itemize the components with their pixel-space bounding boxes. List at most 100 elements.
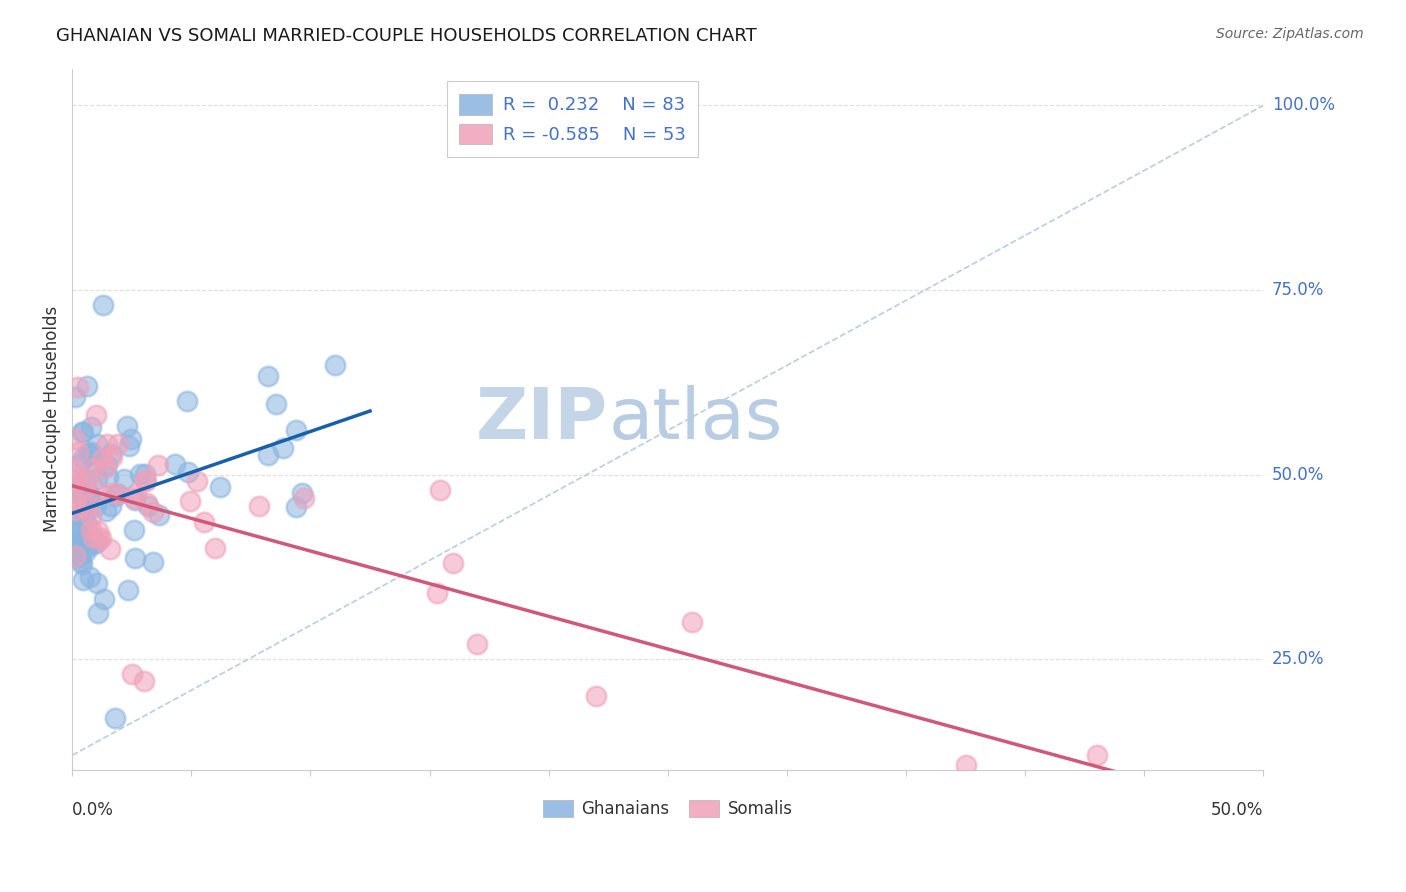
Point <box>107 487 129 501</box>
Point <box>69 483 91 497</box>
Point <box>63 495 86 509</box>
Point <box>104 711 127 725</box>
Point <box>97 470 120 484</box>
Point <box>65 468 87 483</box>
Point <box>63 479 86 493</box>
Point <box>124 491 146 505</box>
Legend: Ghanaians, Somalis: Ghanaians, Somalis <box>536 793 800 825</box>
Point <box>86 472 108 486</box>
Point <box>429 483 451 497</box>
Point <box>90 531 112 545</box>
Point <box>65 538 87 552</box>
Point <box>73 510 96 524</box>
Point <box>76 518 98 533</box>
Point <box>79 488 101 502</box>
Point <box>72 506 94 520</box>
Point <box>101 450 124 464</box>
Point <box>292 491 315 505</box>
Point <box>63 432 86 446</box>
Point <box>124 550 146 565</box>
Point <box>86 499 108 513</box>
Point <box>91 451 114 466</box>
Point <box>63 503 86 517</box>
Point <box>96 458 118 473</box>
Point <box>681 615 703 630</box>
Text: Source: ZipAtlas.com: Source: ZipAtlas.com <box>1216 27 1364 41</box>
Point <box>585 689 607 703</box>
Point <box>148 508 170 522</box>
Point <box>100 447 122 461</box>
Point <box>63 472 86 486</box>
Point <box>125 487 148 501</box>
Point <box>82 461 104 475</box>
Point <box>76 379 98 393</box>
Point <box>82 530 104 544</box>
Point <box>955 758 977 772</box>
Point <box>247 500 270 514</box>
Point <box>80 419 103 434</box>
Point <box>72 558 94 572</box>
Point <box>465 638 488 652</box>
Point <box>86 436 108 450</box>
Point <box>66 541 89 555</box>
Point <box>146 458 169 473</box>
Point <box>107 487 129 501</box>
Point <box>69 554 91 568</box>
Y-axis label: Married-couple Households: Married-couple Households <box>44 306 60 533</box>
Point <box>124 523 146 537</box>
Point <box>176 393 198 408</box>
Point <box>87 606 110 620</box>
Point <box>69 550 91 565</box>
Point <box>94 460 117 475</box>
Point <box>91 298 114 312</box>
Point <box>135 496 157 510</box>
Text: 75.0%: 75.0% <box>1272 281 1324 299</box>
Point <box>73 472 96 486</box>
Point <box>264 397 287 411</box>
Point <box>136 499 159 513</box>
Point <box>84 460 107 475</box>
Point <box>1085 748 1108 763</box>
Point <box>98 541 121 556</box>
Point <box>179 494 201 508</box>
Point <box>80 445 103 459</box>
Point <box>84 408 107 422</box>
Point <box>79 491 101 506</box>
Point <box>96 437 118 451</box>
Point <box>63 536 86 550</box>
Point <box>63 491 86 505</box>
Point <box>86 575 108 590</box>
Point <box>271 441 294 455</box>
Point <box>291 486 314 500</box>
Point <box>66 524 89 539</box>
Point <box>124 492 146 507</box>
Point <box>63 463 86 477</box>
Point <box>93 592 115 607</box>
Point <box>66 379 89 393</box>
Point <box>134 467 156 481</box>
Text: 100.0%: 100.0% <box>1272 96 1334 114</box>
Point <box>129 467 152 482</box>
Point <box>118 439 141 453</box>
Point <box>425 585 447 599</box>
Point <box>72 482 94 496</box>
Point <box>67 509 90 524</box>
Point <box>100 499 122 513</box>
Point <box>76 540 98 554</box>
Point <box>67 549 90 563</box>
Point <box>70 490 93 504</box>
Text: ZIP: ZIP <box>477 384 609 454</box>
Point <box>66 445 89 459</box>
Point <box>72 450 94 465</box>
Point <box>115 418 138 433</box>
Point <box>80 448 103 462</box>
Point <box>79 570 101 584</box>
Point <box>72 573 94 587</box>
Point <box>177 465 200 479</box>
Point <box>65 484 87 499</box>
Point <box>135 474 157 488</box>
Point <box>67 525 90 540</box>
Point <box>75 498 97 512</box>
Text: 25.0%: 25.0% <box>1272 650 1324 668</box>
Point <box>121 667 143 681</box>
